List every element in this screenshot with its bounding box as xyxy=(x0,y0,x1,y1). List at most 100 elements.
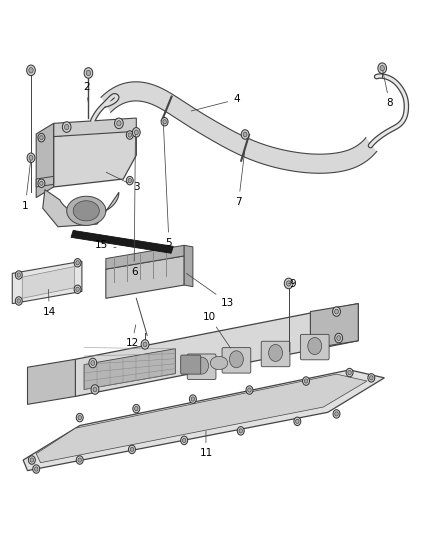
Circle shape xyxy=(89,358,97,368)
Polygon shape xyxy=(184,245,193,287)
FancyBboxPatch shape xyxy=(181,355,201,374)
Circle shape xyxy=(15,297,22,305)
Circle shape xyxy=(128,133,131,137)
Text: 9: 9 xyxy=(289,279,296,289)
Polygon shape xyxy=(28,359,75,405)
Text: 13: 13 xyxy=(187,273,234,308)
Circle shape xyxy=(368,374,375,382)
Circle shape xyxy=(27,65,35,76)
Text: 2: 2 xyxy=(83,82,89,101)
Circle shape xyxy=(304,379,308,383)
Circle shape xyxy=(284,278,293,289)
Circle shape xyxy=(183,438,186,442)
Circle shape xyxy=(380,66,385,71)
Circle shape xyxy=(134,130,138,135)
Circle shape xyxy=(161,117,168,126)
Circle shape xyxy=(181,436,187,445)
Ellipse shape xyxy=(67,196,106,225)
Polygon shape xyxy=(106,245,184,269)
Circle shape xyxy=(335,412,338,416)
Circle shape xyxy=(86,70,91,76)
Circle shape xyxy=(29,156,33,160)
Circle shape xyxy=(133,405,140,413)
Circle shape xyxy=(303,377,310,385)
Circle shape xyxy=(378,63,387,74)
Circle shape xyxy=(17,299,21,303)
Polygon shape xyxy=(12,261,82,304)
Circle shape xyxy=(335,333,343,343)
Circle shape xyxy=(76,414,83,422)
Circle shape xyxy=(194,357,208,374)
Circle shape xyxy=(191,397,194,401)
Circle shape xyxy=(115,118,123,128)
Polygon shape xyxy=(43,190,119,227)
Polygon shape xyxy=(75,304,358,397)
Circle shape xyxy=(268,344,283,361)
Polygon shape xyxy=(106,256,184,298)
Circle shape xyxy=(15,271,22,279)
Circle shape xyxy=(286,281,291,286)
Polygon shape xyxy=(71,230,173,253)
Circle shape xyxy=(294,417,301,425)
Circle shape xyxy=(296,419,299,423)
Text: 5: 5 xyxy=(163,125,172,248)
Circle shape xyxy=(74,259,81,267)
Ellipse shape xyxy=(73,201,99,221)
Circle shape xyxy=(348,370,351,375)
Circle shape xyxy=(91,361,95,366)
Circle shape xyxy=(239,429,243,433)
Circle shape xyxy=(132,127,140,137)
FancyBboxPatch shape xyxy=(187,354,216,379)
Circle shape xyxy=(84,68,93,78)
Text: 3: 3 xyxy=(106,172,140,192)
Polygon shape xyxy=(23,370,385,471)
Circle shape xyxy=(308,337,322,354)
Circle shape xyxy=(40,135,43,140)
Circle shape xyxy=(337,336,341,341)
Circle shape xyxy=(64,124,69,130)
Circle shape xyxy=(62,122,71,132)
Circle shape xyxy=(76,456,83,464)
Circle shape xyxy=(93,387,97,392)
Polygon shape xyxy=(311,304,358,349)
Circle shape xyxy=(241,130,249,139)
Circle shape xyxy=(141,340,149,349)
Text: 6: 6 xyxy=(131,135,138,277)
Circle shape xyxy=(248,388,251,392)
Circle shape xyxy=(27,153,35,163)
Circle shape xyxy=(17,273,21,277)
Ellipse shape xyxy=(210,357,228,369)
Polygon shape xyxy=(22,266,74,298)
Circle shape xyxy=(126,176,133,185)
Circle shape xyxy=(346,368,353,377)
Circle shape xyxy=(78,458,81,462)
Polygon shape xyxy=(53,128,136,187)
Circle shape xyxy=(237,426,244,435)
Circle shape xyxy=(163,119,166,124)
Text: 8: 8 xyxy=(383,71,393,108)
Circle shape xyxy=(335,309,339,314)
Circle shape xyxy=(370,376,373,380)
Polygon shape xyxy=(53,118,136,136)
Circle shape xyxy=(35,467,38,471)
Circle shape xyxy=(74,285,81,294)
Circle shape xyxy=(128,445,135,454)
Circle shape xyxy=(38,179,45,188)
Circle shape xyxy=(130,447,134,451)
Text: 7: 7 xyxy=(235,150,245,207)
Circle shape xyxy=(143,342,147,347)
Text: 12: 12 xyxy=(125,325,138,349)
Circle shape xyxy=(30,458,34,462)
Circle shape xyxy=(29,68,33,73)
Circle shape xyxy=(76,261,79,265)
Circle shape xyxy=(33,465,40,473)
Polygon shape xyxy=(84,349,176,390)
Circle shape xyxy=(134,407,138,411)
Circle shape xyxy=(189,395,196,403)
FancyBboxPatch shape xyxy=(300,334,329,360)
Polygon shape xyxy=(36,374,367,463)
Circle shape xyxy=(332,307,340,317)
Polygon shape xyxy=(36,123,53,198)
Circle shape xyxy=(40,181,43,185)
Circle shape xyxy=(76,287,79,292)
